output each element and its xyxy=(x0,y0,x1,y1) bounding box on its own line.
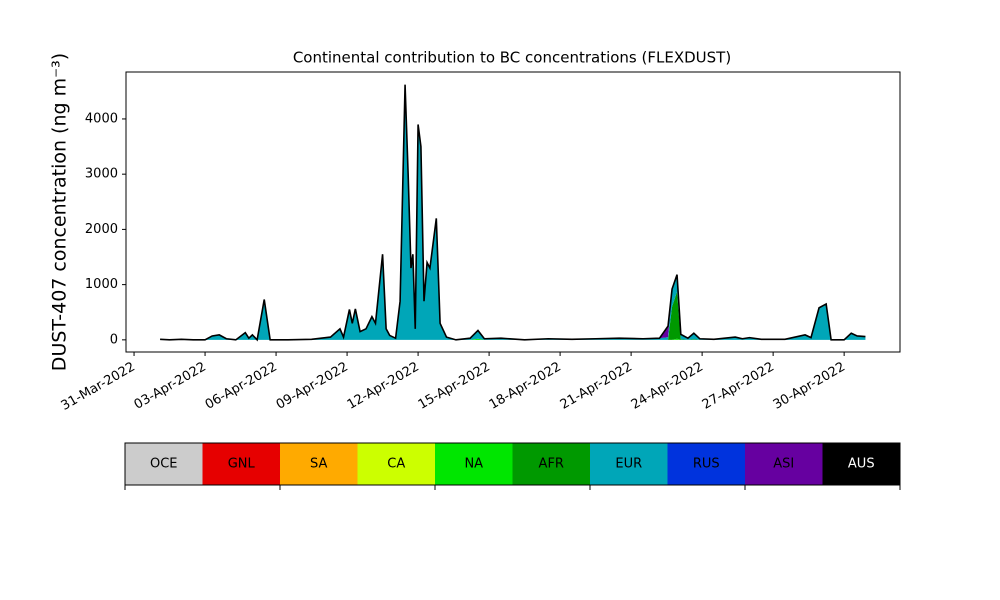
area xyxy=(160,84,866,342)
x-tick-label: 21-Apr-2022 xyxy=(558,360,635,413)
legend-label: ASI xyxy=(773,457,794,472)
y-tick-label: 2000 xyxy=(85,222,118,237)
x-tick-label: 30-Apr-2022 xyxy=(771,360,848,413)
plot-frame xyxy=(125,71,901,353)
y-axis-label: DUST-407 concentration (ng m⁻³) xyxy=(49,53,71,371)
legend-swatch xyxy=(590,443,668,485)
chart-title: Continental contribution to BC concentra… xyxy=(293,49,731,67)
legend-label: RUS xyxy=(693,457,720,472)
legend: OCE GNL SA CA NA AFR EUR RUS ASI AUS xyxy=(124,443,901,490)
legend-swatch xyxy=(357,443,435,485)
legend-swatch xyxy=(745,443,823,485)
legend-swatch xyxy=(125,443,203,485)
legend-swatch xyxy=(822,443,900,485)
legend-swatch xyxy=(512,443,590,485)
legend-swatch xyxy=(280,443,358,485)
y-tick-label: 3000 xyxy=(85,167,118,182)
x-tick-label: 27-Apr-2022 xyxy=(700,360,777,413)
x-tick-label: 06-Apr-2022 xyxy=(203,360,280,413)
area xyxy=(160,84,866,340)
legend-label: SA xyxy=(310,457,327,472)
x-tick-label: 12-Apr-2022 xyxy=(345,360,422,413)
legend-label: CA xyxy=(387,457,405,472)
y-tick-label: 4000 xyxy=(85,111,118,126)
x-tick-label: 24-Apr-2022 xyxy=(629,360,706,413)
y-tick-label: 1000 xyxy=(85,277,118,292)
legend-frame xyxy=(124,442,901,486)
legend-label: NA xyxy=(464,457,483,472)
plot-area xyxy=(160,84,866,342)
y-tick-label: 0 xyxy=(110,332,118,347)
legend-label: OCE xyxy=(150,457,178,472)
legend-label: AFR xyxy=(539,457,564,472)
legend-swatch xyxy=(435,443,513,485)
area xyxy=(160,84,866,340)
x-tick-label: 03-Apr-2022 xyxy=(132,360,209,413)
x-tick-label: 18-Apr-2022 xyxy=(487,360,564,413)
legend-swatch xyxy=(667,443,745,485)
x-tick-label: 09-Apr-2022 xyxy=(274,360,351,413)
legend-label: AUS xyxy=(848,457,875,472)
legend-label: GNL xyxy=(228,457,256,472)
legend-swatch xyxy=(202,443,280,485)
x-tick-label: 15-Apr-2022 xyxy=(416,360,493,413)
legend-label: EUR xyxy=(615,457,642,472)
area xyxy=(160,84,866,340)
x-tick-label: 31-Mar-2022 xyxy=(59,360,138,414)
